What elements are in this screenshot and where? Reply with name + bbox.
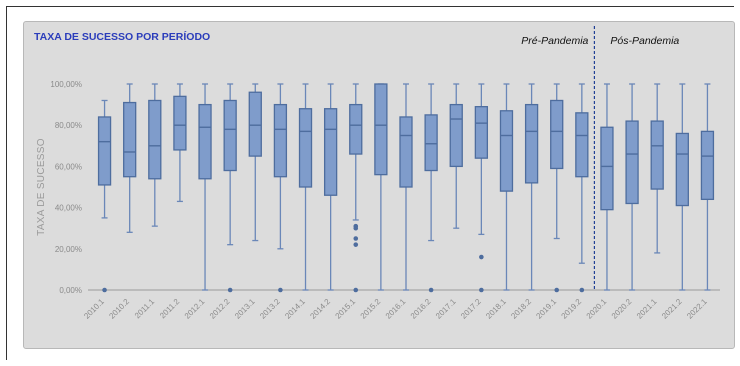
box-2013.2 [273,103,288,178]
box-2014.1 [298,108,313,188]
box-2018.1 [499,110,514,192]
x-tick-label: 2022.1 [685,297,709,321]
x-tick-label: 2013.2 [258,297,282,321]
x-tick-label: 2014.1 [283,297,307,321]
x-tick-label: 2019.2 [560,297,584,321]
box-2019.1 [550,99,564,170]
x-tick-label: 2018.1 [484,297,508,321]
boxplot-chart: TAXA DE SUCESSO POR PERÍODO TAXA DE SUCES… [34,26,720,321]
x-tick-label: 2017.2 [459,297,483,321]
box-2015.1 [349,103,363,155]
outlier-point [102,287,107,293]
box-2020.1 [600,126,614,211]
outlier-point [479,287,484,293]
box-2011.2 [173,95,187,151]
y-tick-label: 0,00% [59,286,82,295]
outlier-point [353,287,359,293]
box-2016.2 [424,114,438,172]
y-tick-label: 80,00% [55,121,82,130]
box-2017.2 [474,106,489,159]
outlier-point [579,287,585,293]
x-tick-label: 2017.1 [434,297,458,321]
outlier-point [554,287,560,293]
x-tick-label: 2021.1 [635,297,659,321]
outlier-point [278,287,283,293]
x-tick-label: 2020.1 [585,297,609,321]
x-tick-label: 2021.2 [660,297,684,321]
x-tick-label: 2015.1 [334,297,358,321]
x-tick-label: 2016.1 [384,297,408,321]
box-2021.1 [650,120,664,190]
box-2014.2 [323,108,338,196]
outlier-point [353,236,359,241]
outlier-point [227,287,233,293]
x-tick-label: 2013.1 [233,297,257,321]
screenshot-frame: TAXA DE SUCESSO POR PERÍODO TAXA DE SUCES… [6,6,735,360]
box-2011.1 [148,99,162,180]
chart-panel: TAXA DE SUCESSO POR PERÍODO TAXA DE SUCES… [23,21,735,349]
outlier-point [353,225,359,231]
x-tick-label: 2011.1 [133,297,157,321]
x-tick-label: 2010.1 [82,297,106,321]
box-2012.1 [198,103,212,180]
x-tick-label: 2020.2 [610,297,634,321]
box-2020.2 [625,120,639,205]
x-tick-label: 2012.2 [208,297,232,321]
box-2017.1 [449,103,463,168]
outlier-point [428,287,434,293]
y-axis-label: TAXA DE SUCESSO [36,138,47,236]
x-tick-label: 2014.2 [308,297,332,321]
x-tick-label: 2011.2 [158,297,182,321]
y-tick-label: 20,00% [55,245,82,254]
box-2012.2 [223,99,237,172]
annotation-pos-pandemia: Pós-Pandemia [610,35,679,47]
outlier-point [353,242,359,247]
box-2018.2 [524,103,539,184]
box-2019.2 [575,112,589,178]
y-tick-label: 40,00% [55,204,82,213]
x-tick-label: 2018.2 [509,297,533,321]
box-2015.2 [374,83,388,176]
y-tick-label: 100,00% [50,80,82,89]
box-2022.1 [700,130,715,201]
x-tick-label: 2012.1 [183,297,207,321]
box-2013.1 [248,91,262,157]
chart-title: TAXA DE SUCESSO POR PERÍODO [34,30,210,43]
x-tick-label: 2019.1 [534,297,558,321]
x-tick-label: 2010.2 [107,297,131,321]
box-2010.1 [97,116,112,186]
box-2021.2 [675,132,689,207]
x-tick-label: 2015.2 [359,297,383,321]
outlier-point [479,254,484,260]
y-tick-label: 60,00% [55,162,82,171]
box-2010.2 [123,101,137,178]
x-tick-label: 2016.2 [409,297,433,321]
annotation-pre-pandemia: Pré-Pandemia [521,35,588,47]
box-2016.1 [399,116,413,188]
